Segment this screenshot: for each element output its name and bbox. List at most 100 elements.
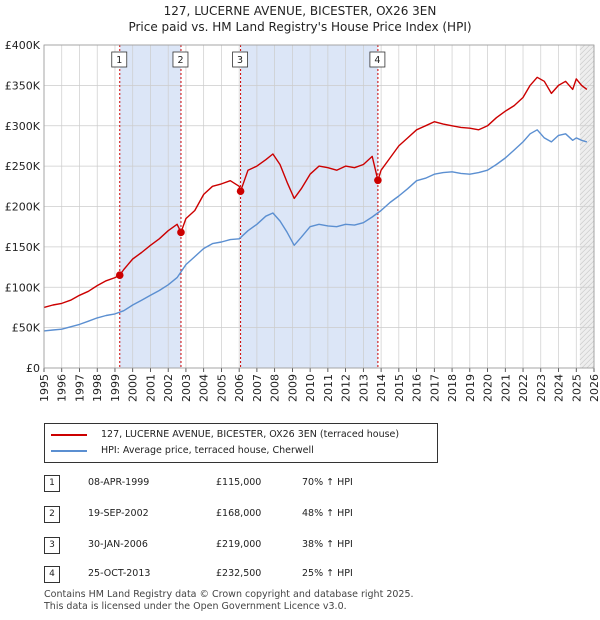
forecast-hatch bbox=[580, 11, 594, 25]
forecast-hatch bbox=[580, 21, 594, 35]
sale-point bbox=[177, 228, 185, 237]
forecast-hatch bbox=[579, 285, 595, 301]
x-tick-label: 2018 bbox=[446, 374, 459, 402]
forecast-hatch bbox=[579, 295, 595, 311]
transaction-price: £232,500 bbox=[216, 568, 262, 579]
sale-label: 1 bbox=[116, 55, 122, 66]
forecast-hatch bbox=[579, 220, 595, 236]
forecast-hatch bbox=[579, 195, 595, 211]
forecast-hatch bbox=[579, 140, 595, 156]
x-tick-label: 2015 bbox=[393, 374, 406, 402]
sale-label: 4 bbox=[374, 55, 380, 66]
forecast-hatch bbox=[579, 305, 595, 321]
transaction-price: £219,000 bbox=[216, 539, 262, 550]
x-tick-label: 2009 bbox=[286, 374, 299, 402]
forecast-hatch bbox=[579, 215, 595, 231]
forecast-hatch bbox=[579, 290, 595, 306]
x-tick-label: 1997 bbox=[73, 374, 86, 402]
x-tick-label: 2020 bbox=[482, 374, 495, 402]
x-tick-label: 2025 bbox=[570, 374, 583, 402]
forecast-hatch bbox=[579, 105, 595, 121]
x-tick-label: 2008 bbox=[269, 374, 282, 402]
forecast-hatch bbox=[579, 300, 595, 316]
transaction-price: £168,000 bbox=[216, 508, 262, 519]
transaction-number: 2 bbox=[44, 506, 60, 523]
forecast-hatch bbox=[579, 265, 595, 281]
y-tick-label: £350K bbox=[5, 79, 41, 92]
forecast-hatch bbox=[579, 160, 595, 176]
price-chart: 1 2 3 4 £0 £50K £100K £150K £200K £250K £300K £350… bbox=[5, 11, 600, 402]
forecast-hatch bbox=[579, 200, 595, 216]
transaction-number: 3 bbox=[44, 537, 60, 554]
forecast-hatch bbox=[580, 26, 594, 40]
y-tick-label: £0 bbox=[26, 362, 40, 375]
forecast-hatch bbox=[579, 85, 595, 101]
y-tick-label: £300K bbox=[5, 120, 41, 133]
forecast-hatch bbox=[579, 275, 595, 291]
forecast-hatch bbox=[579, 210, 595, 226]
y-tick-label: £150K bbox=[5, 241, 41, 254]
x-tick-label: 1999 bbox=[109, 374, 122, 402]
x-tick-label: 1998 bbox=[91, 374, 104, 402]
x-tick-label: 2017 bbox=[428, 374, 441, 402]
transaction-date: 08-APR-1999 bbox=[88, 477, 150, 488]
forecast-hatch bbox=[579, 190, 595, 206]
forecast-hatch bbox=[579, 45, 586, 51]
forecast-hatch bbox=[579, 65, 595, 81]
x-tick-label: 2001 bbox=[144, 374, 157, 402]
series bbox=[43, 76, 588, 332]
legend-red-label: 127, LUCERNE AVENUE, BICESTER, OX26 3EN … bbox=[101, 429, 400, 440]
sale-label-box bbox=[369, 51, 386, 68]
x-tick-label: 2024 bbox=[553, 374, 566, 402]
forecast-hatch bbox=[579, 225, 595, 241]
forecast-hatch bbox=[579, 130, 595, 146]
x-tick-label: 2000 bbox=[127, 374, 140, 402]
forecast-hatch bbox=[579, 185, 595, 201]
x-tick-label: 2026 bbox=[588, 374, 600, 402]
transaction-hpi: 25% ↑ HPI bbox=[302, 568, 353, 579]
forecast-hatch bbox=[579, 350, 595, 366]
forecast-hatch bbox=[579, 60, 595, 76]
forecast-hatch bbox=[579, 90, 595, 106]
plot-frame bbox=[43, 44, 595, 369]
forecast-hatch bbox=[579, 330, 595, 346]
forecast-hatch bbox=[579, 110, 595, 126]
y-tick-label: £250K bbox=[5, 160, 41, 173]
legend-blue-swatch bbox=[51, 450, 87, 452]
forecast-hatch bbox=[579, 45, 581, 46]
forecast-hatch bbox=[579, 280, 595, 296]
x-tick-label: 2012 bbox=[340, 374, 353, 402]
transaction-date: 25-OCT-2013 bbox=[88, 568, 151, 579]
forecast-hatch bbox=[579, 240, 595, 256]
sale-label-box bbox=[111, 51, 128, 68]
sale-label: 3 bbox=[237, 55, 243, 66]
x-tick-label: 2007 bbox=[251, 374, 264, 402]
transaction-hpi: 48% ↑ HPI bbox=[302, 508, 353, 519]
forecast-hatch bbox=[579, 175, 595, 191]
sale-point bbox=[236, 187, 245, 195]
x-tick-label: 1995 bbox=[38, 374, 51, 402]
legend-blue-label: HPI: Average price, terraced house, Cher… bbox=[101, 445, 314, 456]
forecast-hatch bbox=[579, 205, 595, 221]
forecast-hatch bbox=[579, 95, 595, 111]
x-tick-label: 2016 bbox=[411, 374, 424, 402]
x-tick-label: 2006 bbox=[233, 374, 246, 402]
forecast-hatch bbox=[579, 335, 595, 351]
sale-label: 2 bbox=[177, 55, 183, 66]
forecast-hatch bbox=[579, 310, 595, 326]
x-tick-label: 2003 bbox=[180, 374, 193, 402]
y-tick-label: £50K bbox=[12, 322, 41, 335]
forecast-hatch bbox=[579, 45, 595, 61]
forecast-hatch bbox=[579, 230, 595, 246]
x-tick-label: 2022 bbox=[517, 374, 530, 402]
chart-subtitle: Price paid vs. HM Land Registry's House … bbox=[128, 20, 472, 34]
legend-red-swatch bbox=[51, 434, 87, 436]
x-tick-label: 2004 bbox=[198, 374, 211, 402]
forecast-hatch bbox=[579, 340, 595, 356]
sale-point bbox=[115, 271, 124, 279]
forecast-hatch bbox=[579, 245, 595, 261]
series-line-hpi bbox=[43, 129, 588, 332]
sale-markers: 1 2 3 4 bbox=[111, 51, 386, 279]
footer-copyright: Contains HM Land Registry data © Crown c… bbox=[44, 589, 414, 600]
transaction-hpi: 70% ↑ HPI bbox=[302, 477, 353, 488]
